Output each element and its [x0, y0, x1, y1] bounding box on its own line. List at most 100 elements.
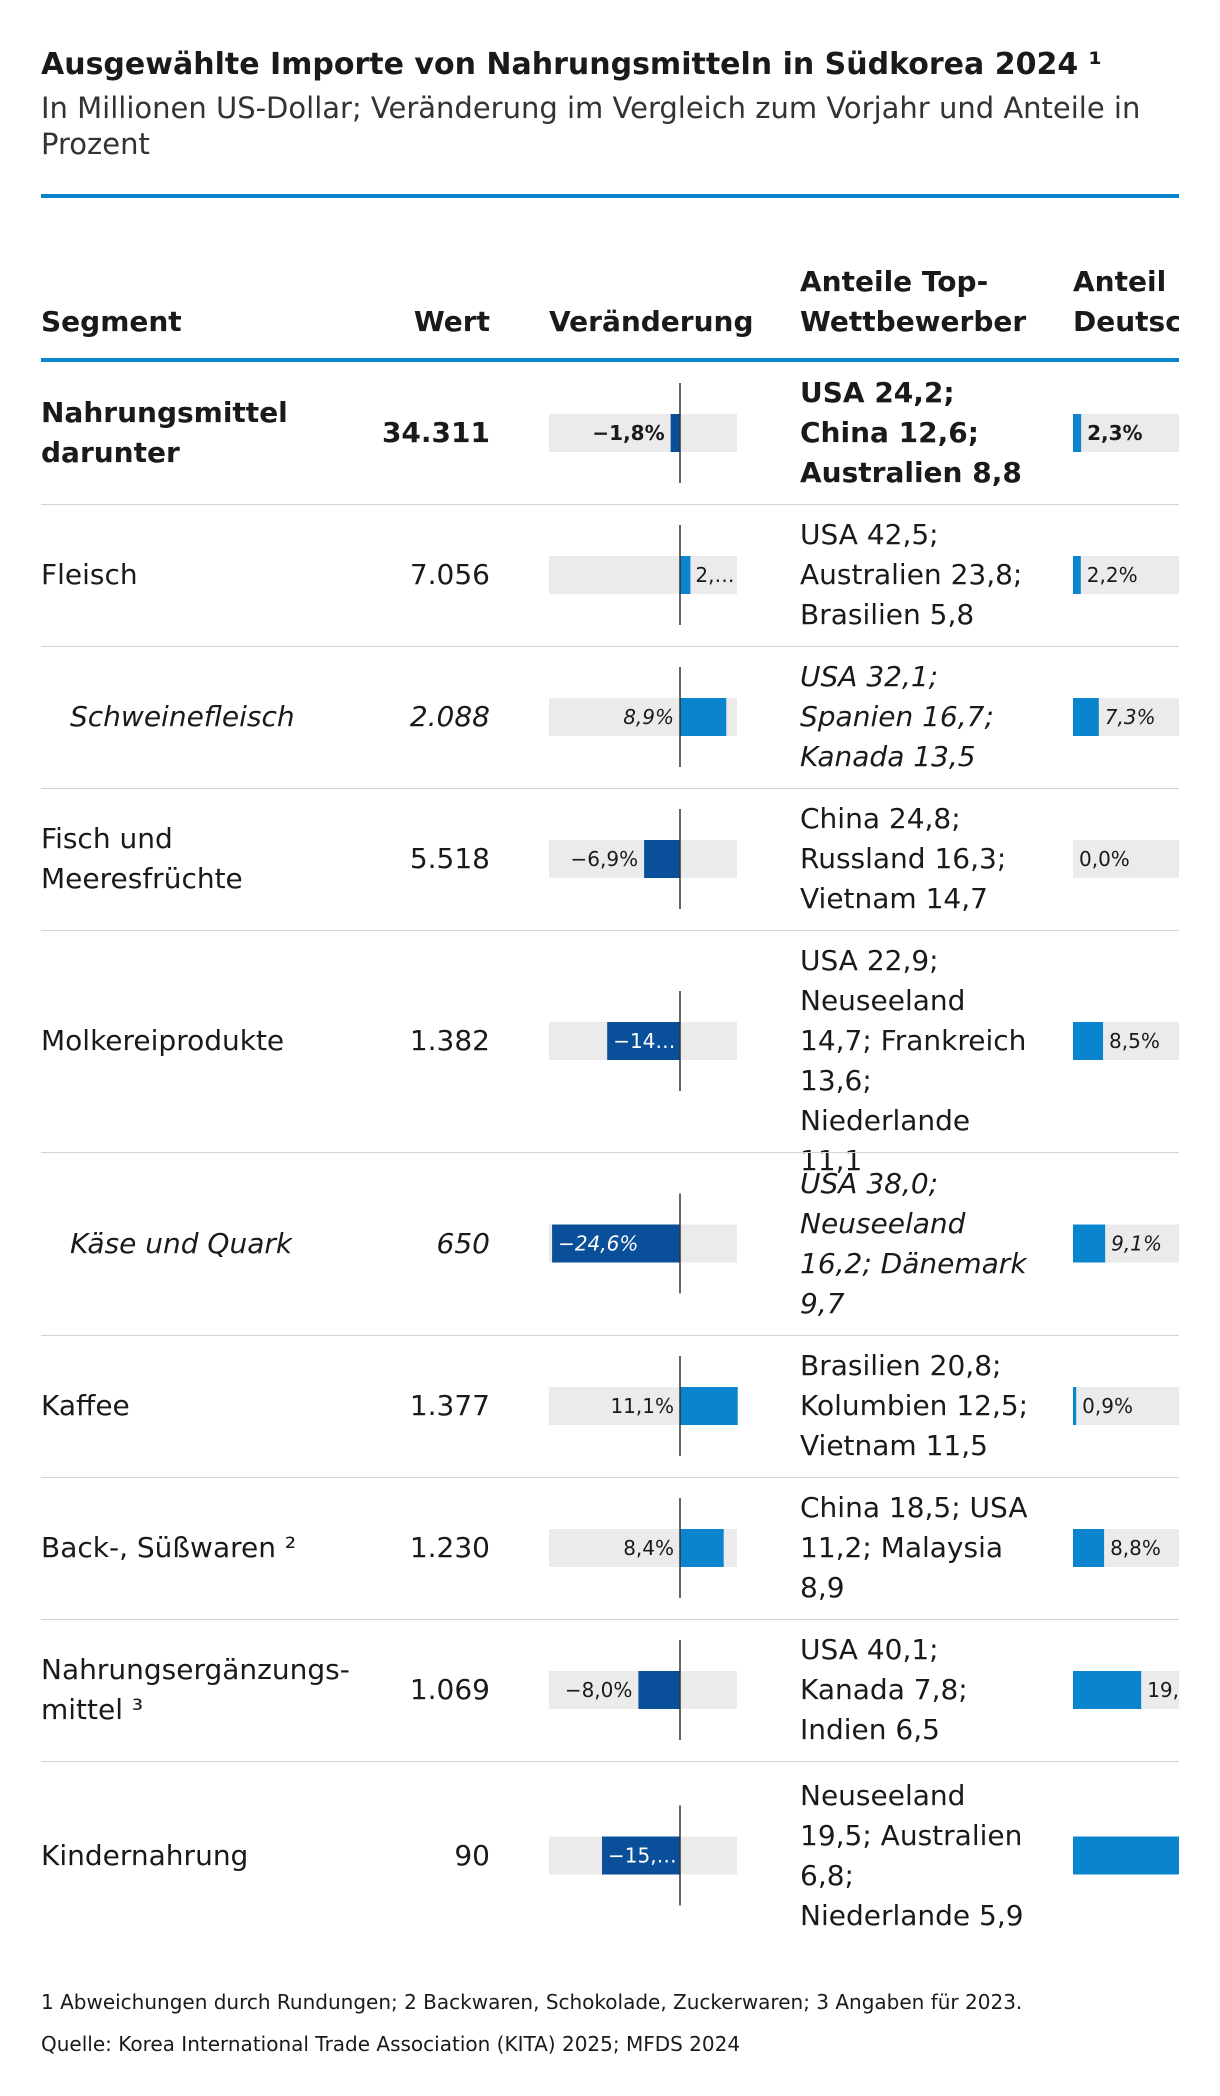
competitors-cell: USA 24,2; China 12,6; Australien 8,8	[800, 373, 1030, 493]
value-cell: 5.518	[409, 842, 490, 875]
segment-label-line: Käse und Quark	[70, 1226, 293, 1260]
competitor-line: 13,6;	[800, 1064, 872, 1097]
change-label: −1,8%	[592, 421, 664, 445]
change-label: 2,…	[695, 563, 734, 587]
source-note: Quelle: Korea International Trade Associ…	[41, 2032, 741, 2056]
segment-label: Nahrungsergänzungs-mittel ³	[41, 1650, 381, 1730]
segment-label-line: Meeresfrüchte	[41, 862, 243, 895]
share-bar	[1073, 1529, 1105, 1567]
header-germany-line2: Deutschland	[1073, 305, 1179, 338]
share-label: 2,3%	[1087, 421, 1142, 445]
segment-label-line: Back-, Süßwaren ²	[41, 1531, 297, 1564]
competitor-line: Niederlande 11,1	[800, 1104, 971, 1177]
share-label: 0,0%	[1079, 847, 1130, 871]
segment-label-line: Kindernahrung	[41, 1838, 249, 1872]
row-divider	[41, 930, 1179, 931]
change-track	[549, 556, 737, 594]
competitor-line: Neuseeland	[800, 984, 966, 1017]
header-competitors-line2: Wettbewerber	[800, 305, 1027, 338]
competitor-line: 14,7; Frankreich	[800, 1024, 1027, 1057]
row-divider	[41, 1619, 1179, 1620]
share-label: 0,9%	[1082, 1394, 1133, 1418]
share-bar	[1073, 556, 1081, 594]
header-germany-line1: Anteil	[1073, 265, 1167, 298]
change-label: −8,0%	[565, 1678, 633, 1702]
share-bar	[1073, 1224, 1106, 1263]
header-segment: Segment	[41, 305, 182, 338]
header-wert: Wert	[413, 305, 490, 338]
competitor-line: Kolumbien 12,5;	[800, 1389, 1029, 1422]
change-label: 8,9%	[623, 705, 674, 729]
share-label: 8,5%	[1109, 1029, 1160, 1053]
row-divider	[41, 1477, 1179, 1478]
segment-label-line: mittel ³	[41, 1693, 144, 1726]
competitors-cell: USA 38,0; Neuseeland 16,2; Dänemark 9,7	[800, 1164, 1030, 1324]
competitors-cell: Neuseeland 19,5; Australien 6,8; Niederland…	[800, 1776, 1030, 1936]
row-divider	[41, 788, 1179, 789]
share-bar	[1073, 1671, 1142, 1709]
segment-label: Fisch und Meeresfrüchte	[41, 819, 381, 899]
bar-layer: −1,8% 2,3% 2,… 2,2% 8,9% 7,3% −6,9% 0,0% −14… 8,5…	[549, 383, 1179, 1906]
share-label: 2,2%	[1087, 563, 1138, 587]
competitor-line: Niederlande 5,9	[800, 1898, 1024, 1932]
table-area: Segment Wert Veränderung Anteile Top- We…	[41, 265, 1179, 1936]
competitor-line: 19,5; Australien	[800, 1818, 1023, 1852]
competitor-line: USA 32,1;	[800, 660, 939, 693]
competitor-line: Brasilien 20,8;	[800, 1349, 1002, 1382]
competitor-line: China 12,6;	[800, 416, 979, 449]
competitor-line: China 24,8;	[800, 802, 961, 835]
competitor-line: Australien 8,8	[800, 456, 1022, 489]
competitor-line: Russland 16,3;	[800, 842, 1007, 875]
segment-label: Kindernahrung	[41, 1836, 381, 1876]
change-label: −14…	[613, 1029, 675, 1053]
share-track	[1073, 414, 1179, 452]
segment-label: Molkereiprodukte	[41, 1021, 381, 1061]
competitor-line: Spanien 16,7;	[800, 700, 994, 733]
header-competitors-line1: Anteile Top-	[800, 265, 989, 298]
share-label: 9,1%	[1111, 1232, 1162, 1256]
competitor-line: Australien 23,8;	[800, 558, 1023, 591]
segment-label: Kaffee	[41, 1386, 381, 1426]
row-divider	[41, 1152, 1179, 1153]
segment-label-line: Molkereiprodukte	[41, 1024, 285, 1057]
competitor-line: Kanada 7,8;	[800, 1673, 968, 1706]
segment-label: Schweinefleisch	[70, 697, 410, 737]
change-track	[549, 840, 737, 878]
row-divider	[41, 1761, 1179, 1762]
share-bar	[1073, 1387, 1077, 1425]
competitor-line: Vietnam 11,5	[800, 1429, 988, 1462]
competitor-line: Neuseeland	[800, 1778, 966, 1812]
competitor-line: USA 40,1;	[800, 1633, 939, 1666]
row-divider	[41, 646, 1179, 647]
change-bar	[680, 1529, 724, 1567]
title-divider	[41, 194, 1179, 198]
change-bar	[607, 1022, 680, 1060]
competitors-cell: USA 32,1; Spanien 16,7; Kanada 13,5	[800, 657, 1030, 777]
change-label: −15,…	[608, 1844, 677, 1868]
competitor-line: Brasilien 5,8	[800, 598, 975, 631]
competitor-line: Indien 6,5	[800, 1713, 940, 1746]
segment-label: Nahrungsmittel darunter	[41, 393, 381, 473]
value-cell: 7.056	[409, 558, 490, 591]
segment-label: Käse und Quark	[70, 1224, 410, 1264]
change-bar	[644, 840, 680, 878]
change-label: −6,9%	[571, 847, 639, 871]
segment-label-line: Fleisch	[41, 558, 138, 591]
competitor-line: China 18,5; USA	[800, 1491, 1028, 1524]
share-track	[1073, 840, 1179, 878]
change-bar	[680, 1387, 738, 1425]
value-cell: 1.069	[409, 1673, 490, 1706]
segment-label-line: Fisch und	[41, 822, 173, 855]
competitor-line: Neuseeland	[800, 1206, 966, 1240]
competitor-line: 11,2; Malaysia	[800, 1531, 1004, 1564]
segment-label-line: Nahrungsmittel	[41, 396, 288, 429]
segment-label-line: Schweinefleisch	[70, 700, 295, 733]
competitor-line: Kanada 13,5	[800, 740, 976, 773]
competitors-cell: USA 22,9; Neuseeland 14,7; Frankreich 13,6;…	[800, 941, 1030, 1181]
row-divider	[41, 504, 1179, 505]
change-label: 11,1%	[610, 1394, 674, 1418]
value-cell: 1.382	[409, 1024, 490, 1057]
segment-label: Back-, Süßwaren ²	[41, 1528, 381, 1568]
competitor-line: USA 22,9;	[800, 944, 939, 977]
change-track	[549, 414, 737, 452]
